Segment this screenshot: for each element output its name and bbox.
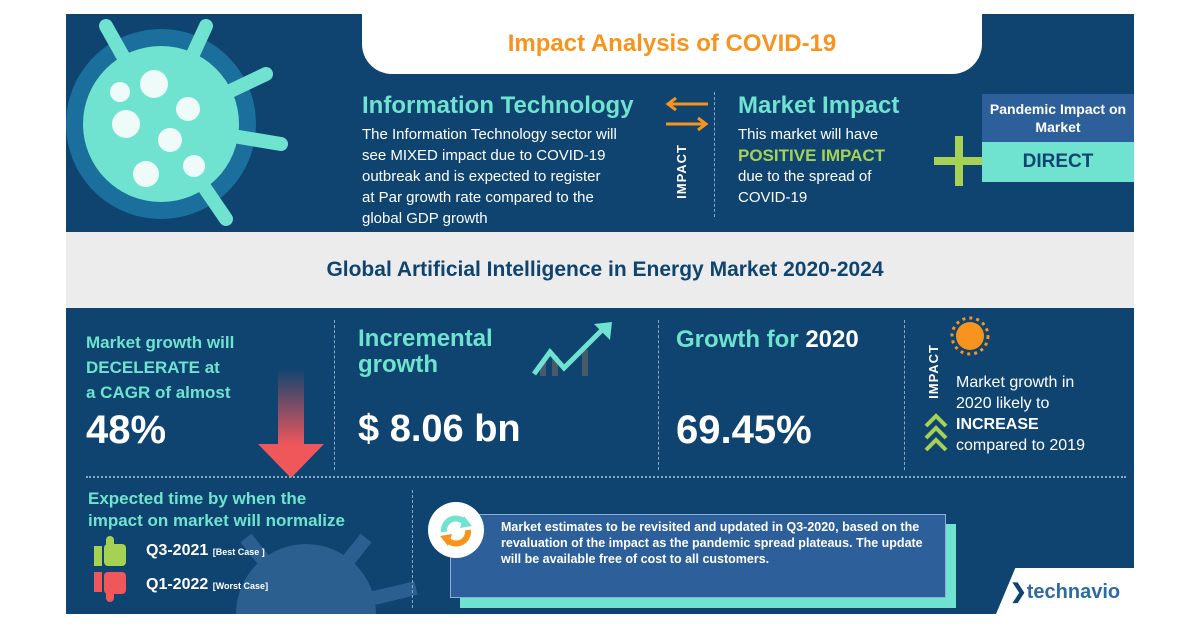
exchange-arrows-icon — [665, 96, 709, 132]
divider — [714, 92, 715, 217]
chevrons-up-icon — [924, 413, 948, 452]
market-title: Global Artificial Intelligence in Energy… — [326, 258, 884, 281]
best-case: Q3-2021 [Best Case ] — [146, 542, 265, 560]
incremental-label: Incremental growth — [358, 326, 493, 378]
technavio-logo: ❯technavio — [1010, 581, 1121, 603]
worst-case: Q1-2022 [Worst Case] — [146, 576, 268, 594]
text-line: a CAGR of almost — [86, 383, 231, 402]
text-line: impact on market will normalize — [88, 511, 345, 530]
thumbs-down-icon — [94, 572, 126, 602]
down-arrow-icon — [258, 368, 324, 478]
sector-text: The Information Technology sector will s… — [362, 124, 662, 229]
sector-line: outbreak and is expected to register — [362, 168, 601, 185]
cagr-value: 48% — [86, 408, 167, 452]
divider — [904, 320, 905, 470]
positive-impact: POSITIVE IMPACT — [738, 146, 886, 165]
year: 2020 — [805, 326, 859, 353]
impact-label: IMPACT — [674, 144, 689, 199]
sector-line: see MIXED impact due to COVID-19 — [362, 147, 606, 164]
sector-title: Information Technology — [362, 92, 634, 119]
text-line: Market growth will — [86, 333, 235, 352]
virus-silhouette-icon — [236, 533, 418, 614]
sector-line: The Information Technology sector will — [362, 126, 617, 143]
text-line: This market will have — [738, 126, 879, 143]
text-line: COVID-19 — [738, 189, 808, 206]
sun-virus-icon — [950, 316, 990, 356]
text-line: DECELERATE at — [86, 358, 220, 377]
virus-icon — [66, 19, 288, 226]
impact-label: IMPACT — [926, 344, 941, 399]
thumbs-up-icon — [94, 536, 126, 566]
normalize-title: Expected time by when the impact on mark… — [88, 488, 345, 532]
text-line: 2020 likely to — [956, 395, 1050, 412]
text-line: Incremental — [358, 325, 493, 352]
text: Growth for — [676, 326, 806, 353]
growth-2020-value: 69.45% — [676, 408, 812, 452]
market-impact-text: This market will have POSITIVE IMPACT du… — [738, 124, 885, 208]
page-title: Impact Analysis of COVID-19 — [362, 14, 982, 74]
cagr-text: Market growth will DECELERATE at a CAGR … — [86, 330, 234, 405]
market-stats-panel: Market growth will DECELERATE at a CAGR … — [66, 308, 1134, 614]
worst-case-note: [Worst Case] — [212, 581, 269, 591]
sector-line: at Par growth rate compared to the — [362, 189, 594, 206]
pandemic-impact-title: Pandemic Impact on Market — [982, 94, 1134, 142]
brand-area — [996, 568, 1134, 614]
text-line: compared to 2019 — [956, 437, 1085, 454]
text-line: due to the spread of — [738, 168, 872, 185]
divider — [86, 476, 1126, 478]
divider — [334, 320, 335, 470]
trend-up-icon — [532, 322, 612, 376]
text-line: Market growth in — [956, 374, 1075, 391]
impact-2020-text: Market growth in 2020 likely to INCREASE… — [956, 372, 1085, 456]
best-case-note: [Best Case ] — [212, 547, 265, 557]
incremental-value: $ 8.06 bn — [358, 408, 521, 450]
plus-icon — [934, 136, 984, 186]
worst-case-value: Q1-2022 — [146, 576, 209, 593]
covid-impact-panel: Impact Analysis of COVID-19 Information … — [66, 14, 1134, 232]
sector-line: global GDP growth — [362, 210, 488, 227]
brand-name: technavio — [1026, 581, 1121, 603]
pandemic-impact-value: DIRECT — [982, 142, 1134, 182]
divider — [412, 490, 413, 608]
growth-2020-label: Growth for 2020 — [676, 326, 859, 354]
divider — [658, 320, 659, 470]
text-line: growth — [358, 351, 438, 378]
market-title-band: Global Artificial Intelligence in Energy… — [66, 232, 1134, 308]
update-note: Market estimates to be revisited and upd… — [450, 514, 946, 598]
best-case-value: Q3-2021 — [146, 542, 209, 559]
refresh-icon — [428, 502, 484, 558]
market-impact-title: Market Impact — [738, 92, 900, 119]
text-line: Expected time by when the — [88, 489, 307, 508]
increase-label: INCREASE — [956, 416, 1039, 433]
